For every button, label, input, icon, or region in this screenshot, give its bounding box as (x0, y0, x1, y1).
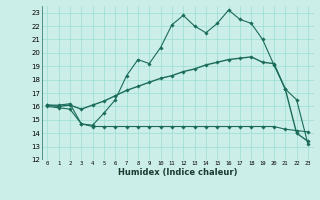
X-axis label: Humidex (Indice chaleur): Humidex (Indice chaleur) (118, 168, 237, 177)
